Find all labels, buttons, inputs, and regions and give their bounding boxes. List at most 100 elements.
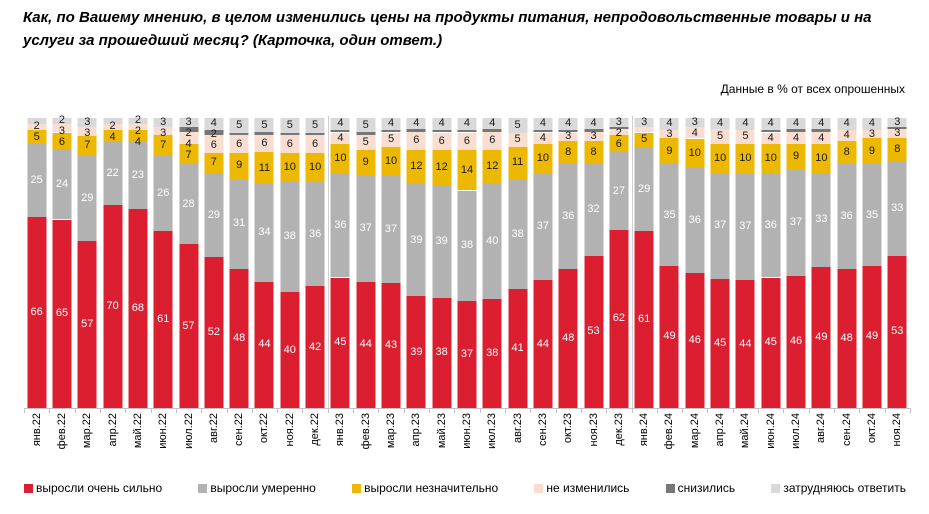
axis-tick [429, 408, 431, 413]
bar-segment [533, 144, 553, 174]
legend-item: выросли очень сильно [24, 481, 162, 495]
x-tick-label: фев.24 [663, 413, 676, 450]
bar-segment [179, 143, 199, 164]
axis-tick [758, 408, 760, 413]
legend-swatch-icon [24, 483, 33, 493]
bar-segment [659, 265, 679, 408]
bar-segment [128, 141, 148, 209]
axis-tick [732, 408, 734, 413]
bar-segment [735, 144, 755, 174]
bar-segment [457, 129, 477, 133]
bar-segment [27, 118, 47, 124]
bar-segment [584, 118, 604, 130]
bar-column-янв.22: 2 5 25 66 [24, 118, 49, 408]
bar-segment [381, 129, 401, 133]
bar-segment [862, 118, 882, 130]
bar-segment [659, 138, 679, 165]
bar-segment [27, 129, 47, 145]
bar-segment [280, 152, 300, 182]
axis-tick [834, 408, 836, 413]
axis-tick [808, 408, 810, 413]
legend-swatch-icon [665, 483, 675, 493]
bar-segment [735, 129, 755, 145]
bar-column-фев.22: 2 3 6 24 65 [49, 115, 74, 408]
legend-item: выросли умеренно [198, 481, 316, 495]
bar-segment [77, 135, 97, 157]
bar-segment [634, 118, 654, 127]
axis-tick [327, 408, 329, 413]
bar-segment [381, 283, 401, 408]
bar-segment [457, 300, 477, 408]
bar-segment [685, 126, 705, 139]
bar-segment [735, 118, 755, 130]
bar-segment [52, 132, 72, 150]
bar-segment [432, 297, 452, 408]
bar-column-мар.22: 3 3 7 29 57 [75, 116, 100, 408]
axis-tick [504, 408, 506, 413]
bar-segment [584, 255, 604, 408]
bar-segment [508, 132, 528, 147]
axis-tick [656, 408, 658, 413]
bar-segment [609, 129, 629, 136]
bar-column-апр.22: 2 4 22 70 [100, 118, 125, 408]
axis-tick [353, 408, 355, 413]
bar-segment [482, 132, 502, 150]
bar-segment [710, 118, 730, 130]
axis-tick [403, 408, 405, 413]
bar-segment [254, 152, 274, 185]
bar-segment [659, 118, 679, 130]
bar-segment [280, 135, 300, 153]
x-tick-label: янв.22 [30, 413, 43, 447]
x-tick-label: окт.24 [865, 413, 878, 444]
bar-segment [508, 147, 528, 179]
bar-segment [533, 132, 553, 145]
axis-tick [606, 408, 608, 413]
bar-segment [406, 118, 426, 130]
bar-segment [27, 123, 47, 130]
bar-segment [482, 118, 502, 130]
bar-segment [128, 129, 148, 142]
bar-segment [786, 275, 806, 408]
axis-tick [859, 408, 861, 413]
bar-segment [432, 184, 452, 298]
bar-segment [153, 135, 173, 156]
bar-segment [482, 149, 502, 185]
bar-column-мар.24: 3 4 10 36 46 [682, 116, 707, 408]
bar-segment [558, 132, 578, 142]
bar-segment [786, 169, 806, 276]
axis-tick [125, 408, 127, 413]
bar-segment [457, 149, 477, 191]
x-tick-label: апр.23 [410, 413, 423, 447]
year-separator-line [631, 116, 633, 408]
bar-segment [482, 129, 502, 133]
bar-segment [811, 118, 831, 130]
bar-segment [103, 129, 123, 142]
bar-segment [330, 129, 350, 133]
bar-segment [457, 132, 477, 150]
bar-column-окт.22: 5 6 11 34 44 [252, 118, 277, 408]
bar-segment [204, 152, 224, 174]
bar-segment [381, 118, 401, 130]
axis-tick [454, 408, 456, 413]
bar-column-июн.22: 3 3 7 26 61 [151, 116, 176, 408]
bar-segment [735, 173, 755, 281]
bar-segment [862, 138, 882, 165]
bar-segment [887, 129, 907, 139]
axis-tick [150, 408, 152, 413]
bar-segment [254, 184, 274, 282]
bar-segment [609, 126, 629, 130]
bar-segment [558, 141, 578, 165]
bar-segment [229, 132, 249, 136]
bar-segment [27, 144, 47, 217]
bar-column-апр.23: 4 6 12 39 39 [404, 118, 429, 408]
bar-segment [761, 173, 781, 278]
bar-segment [381, 147, 401, 176]
x-tick-label: июл.22 [182, 413, 195, 449]
bar-segment [153, 118, 173, 127]
bar-column-июл.24: 4 4 9 37 46 [783, 118, 808, 408]
bar-segment [634, 231, 654, 408]
bar-segment [229, 135, 249, 153]
axis-tick [201, 408, 203, 413]
bar-segment [179, 132, 199, 144]
legend-label: выросли незначительно [364, 481, 499, 495]
